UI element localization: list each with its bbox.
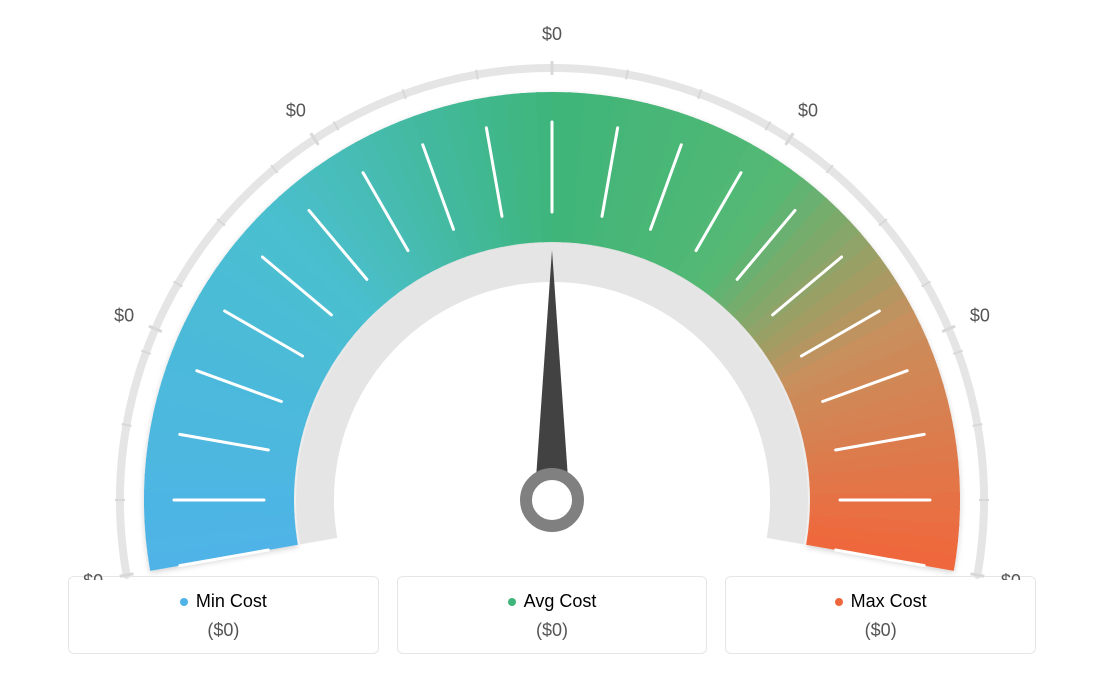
gauge-chart: $0 $0 $0 $0 $0 $0 $0: [32, 20, 1072, 580]
svg-text:$0: $0: [970, 305, 990, 325]
svg-text:$0: $0: [798, 101, 818, 121]
svg-text:$0: $0: [1001, 571, 1021, 580]
legend-value-min: ($0): [77, 620, 370, 641]
svg-text:$0: $0: [114, 305, 134, 325]
legend-dot-max: [835, 598, 843, 606]
legend-title-max: Max Cost: [835, 591, 927, 612]
svg-text:$0: $0: [542, 24, 562, 44]
legend-title-avg: Avg Cost: [508, 591, 597, 612]
legend-title-min: Min Cost: [180, 591, 267, 612]
legend-card-min: Min Cost ($0): [68, 576, 379, 654]
legend-dot-min: [180, 598, 188, 606]
legend-label-avg: Avg Cost: [524, 591, 597, 612]
legend-card-max: Max Cost ($0): [725, 576, 1036, 654]
svg-text:$0: $0: [83, 571, 103, 580]
legend-label-min: Min Cost: [196, 591, 267, 612]
legend-dot-avg: [508, 598, 516, 606]
legend-label-max: Max Cost: [851, 591, 927, 612]
legend-value-max: ($0): [734, 620, 1027, 641]
gauge-container: $0 $0 $0 $0 $0 $0 $0: [20, 20, 1084, 580]
svg-text:$0: $0: [286, 101, 306, 121]
legend-row: Min Cost ($0) Avg Cost ($0) Max Cost ($0…: [20, 576, 1084, 654]
legend-card-avg: Avg Cost ($0): [397, 576, 708, 654]
legend-value-avg: ($0): [406, 620, 699, 641]
